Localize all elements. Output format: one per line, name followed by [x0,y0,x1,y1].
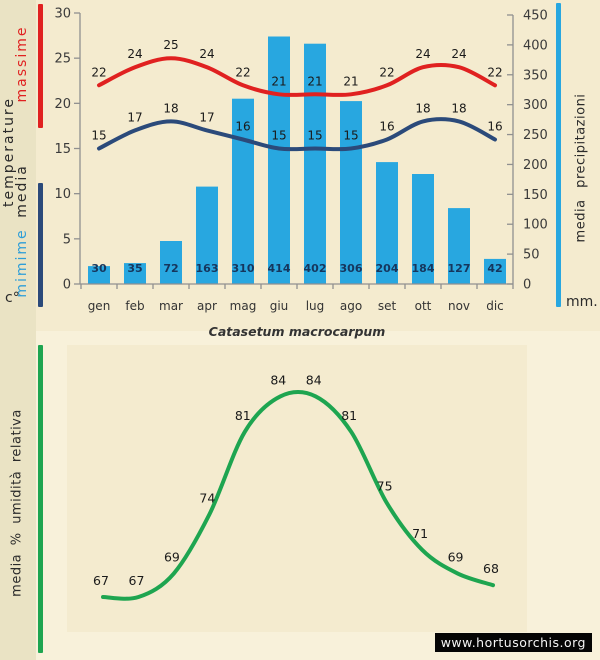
svg-text:16: 16 [235,119,250,133]
svg-text:25: 25 [163,38,178,52]
svg-text:nov: nov [448,299,470,313]
svg-text:30: 30 [54,7,71,22]
temperature-precipitation-chart: 051015202530050100150200250300350400450g… [54,7,548,314]
svg-text:84: 84 [306,372,322,387]
svg-text:22: 22 [91,65,106,79]
max-temp-legend-rail [38,4,43,128]
svg-text:100: 100 [523,218,548,233]
humidity-chart: 67 67 69 74 81 84 84 81 75 71 69 68 [93,372,499,601]
celsius-unit-label: c° [5,290,20,306]
svg-text:84: 84 [270,372,286,387]
svg-text:18: 18 [415,101,430,115]
svg-text:74: 74 [199,490,215,505]
svg-text:mar: mar [159,299,183,313]
svg-text:69: 69 [448,549,464,564]
svg-text:81: 81 [341,408,357,423]
svg-text:69: 69 [164,549,180,564]
svg-text:42: 42 [487,262,502,275]
svg-text:250: 250 [523,128,548,143]
svg-text:20: 20 [54,97,71,112]
svg-text:18: 18 [163,101,178,115]
svg-text:81: 81 [235,408,251,423]
svg-text:ago: ago [340,299,362,313]
watermark: www.hortusorchis.org [434,633,592,652]
svg-text:71: 71 [412,526,428,541]
svg-text:apr: apr [197,299,217,313]
svg-text:18: 18 [451,101,466,115]
svg-text:414: 414 [268,262,291,275]
svg-text:72: 72 [163,262,178,275]
svg-text:mag: mag [230,299,257,313]
svg-text:184: 184 [412,262,435,275]
svg-text:22: 22 [235,65,250,79]
svg-text:24: 24 [415,47,430,61]
svg-text:0: 0 [63,278,71,293]
svg-text:200: 200 [523,158,548,173]
svg-text:310: 310 [232,262,255,275]
svg-text:16: 16 [379,119,394,133]
svg-text:set: set [378,299,397,313]
chart-title: Catasetum macrocarpum [208,324,386,339]
svg-text:204: 204 [376,262,399,275]
svg-text:24: 24 [199,47,214,61]
svg-text:68: 68 [483,561,499,576]
svg-text:giu: giu [270,299,289,313]
left-sidebar-strip [0,0,36,660]
svg-text:350: 350 [523,68,548,83]
svg-text:24: 24 [451,47,466,61]
svg-text:17: 17 [199,110,214,124]
svg-text:22: 22 [487,65,502,79]
svg-text:feb: feb [125,299,144,313]
svg-text:35: 35 [127,262,142,275]
svg-text:17: 17 [127,110,142,124]
svg-text:10: 10 [54,187,71,202]
svg-text:150: 150 [523,188,548,203]
humidity-legend-rail [38,345,43,653]
svg-text:gen: gen [88,299,111,313]
svg-text:450: 450 [523,9,548,24]
svg-text:15: 15 [343,129,358,143]
svg-text:402: 402 [304,262,327,275]
svg-text:50: 50 [523,248,540,263]
svg-text:127: 127 [448,262,471,275]
svg-text:lug: lug [306,299,325,313]
precipitation-legend-rail [556,3,561,307]
svg-text:75: 75 [377,479,393,494]
svg-text:21: 21 [271,74,286,88]
svg-text:15: 15 [307,129,322,143]
svg-text:300: 300 [523,98,548,113]
svg-text:15: 15 [91,129,106,143]
svg-text:15: 15 [54,142,71,157]
svg-text:306: 306 [340,262,363,275]
svg-text:5: 5 [63,232,71,247]
svg-text:67: 67 [93,573,109,588]
svg-text:22: 22 [379,65,394,79]
svg-text:15: 15 [271,129,286,143]
svg-text:400: 400 [523,38,548,53]
svg-text:21: 21 [307,74,322,88]
svg-text:25: 25 [54,52,71,67]
svg-text:67: 67 [129,573,145,588]
svg-text:24: 24 [127,47,142,61]
min-temp-legend-rail [38,183,43,307]
svg-text:dic: dic [486,299,504,313]
svg-text:0: 0 [523,278,531,293]
mm-unit-label: mm. [566,294,598,310]
svg-text:21: 21 [343,74,358,88]
svg-text:163: 163 [196,262,219,275]
svg-text:ott: ott [415,299,432,313]
svg-text:30: 30 [91,262,107,275]
svg-text:16: 16 [487,119,502,133]
